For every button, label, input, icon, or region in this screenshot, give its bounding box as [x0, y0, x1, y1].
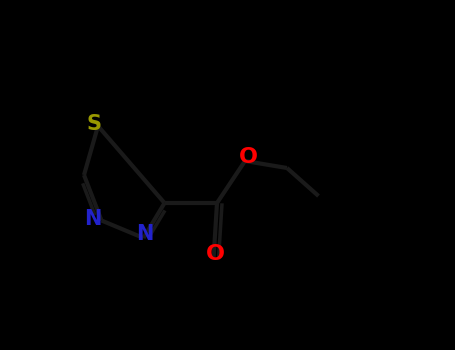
- Text: N: N: [136, 224, 154, 245]
- Text: O: O: [206, 244, 225, 264]
- Text: O: O: [239, 147, 258, 168]
- Text: S: S: [87, 114, 102, 134]
- Text: N: N: [84, 209, 101, 229]
